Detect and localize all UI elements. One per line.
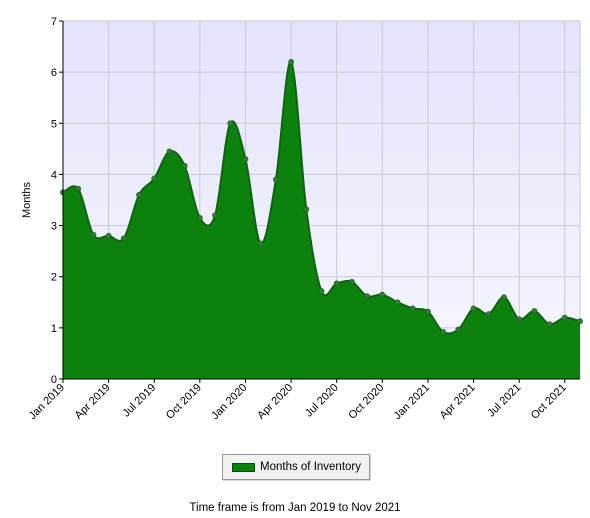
- x-tick-label: Jan 2020: [209, 382, 249, 422]
- legend-swatch: [232, 462, 255, 472]
- data-point[interactable]: [303, 206, 310, 213]
- x-tick-label: Jul 2020: [303, 382, 341, 420]
- data-point[interactable]: [227, 120, 234, 127]
- data-point[interactable]: [349, 278, 355, 285]
- y-tick-label: 5: [51, 118, 57, 130]
- data-point[interactable]: [425, 308, 431, 315]
- data-point[interactable]: [470, 305, 477, 312]
- data-point[interactable]: [394, 299, 401, 306]
- x-tick-label: Jan 2021: [392, 382, 432, 422]
- data-point[interactable]: [257, 240, 264, 247]
- data-point[interactable]: [242, 156, 249, 162]
- timeframe-caption: Time frame is from Jan 2019 to Nov 2021: [189, 502, 401, 514]
- data-point[interactable]: [105, 232, 112, 239]
- data-point[interactable]: [181, 162, 188, 169]
- x-tick-label: Jan 2019: [27, 382, 67, 422]
- data-point[interactable]: [546, 321, 553, 328]
- y-tick-label: 1: [51, 323, 57, 335]
- data-point[interactable]: [531, 308, 538, 314]
- data-point[interactable]: [561, 314, 568, 321]
- x-tick-label: Oct 2021: [529, 382, 569, 422]
- data-point[interactable]: [455, 326, 462, 333]
- y-tick-label: 7: [51, 16, 57, 28]
- data-point[interactable]: [196, 214, 203, 221]
- legend: Months of Inventory: [222, 454, 370, 480]
- data-point[interactable]: [90, 231, 97, 238]
- data-point[interactable]: [136, 191, 142, 198]
- x-axis-ticks: Jan 2019 Apr 2019 Jul 2019 Oct 2019 Jan 2020…: [27, 379, 569, 422]
- y-tick-label: 4: [51, 169, 57, 181]
- x-tick-label: Jul 2019: [120, 382, 158, 420]
- y-tick-label: 2: [51, 272, 57, 284]
- y-axis-label: Months: [21, 181, 33, 218]
- x-tick-label: Apr 2021: [438, 382, 478, 422]
- data-point[interactable]: [409, 305, 416, 312]
- y-tick-label: 0: [51, 374, 57, 386]
- data-point[interactable]: [516, 316, 523, 323]
- x-tick-label: Oct 2019: [164, 382, 204, 422]
- series-area: [63, 61, 580, 380]
- x-tick-label: Apr 2020: [255, 382, 295, 422]
- y-axis-ticks: 0 1 2 3 4 5 6 7: [51, 16, 63, 386]
- data-point[interactable]: [318, 288, 325, 294]
- data-point[interactable]: [212, 212, 218, 219]
- legend-label: Months of Inventory: [260, 461, 361, 473]
- data-point[interactable]: [166, 148, 173, 155]
- y-tick-label: 3: [51, 221, 57, 233]
- data-point[interactable]: [288, 59, 294, 65]
- x-tick-label: Jul 2021: [485, 382, 523, 420]
- data-point[interactable]: [151, 175, 158, 182]
- data-point[interactable]: [440, 329, 447, 335]
- y-tick-label: 6: [51, 67, 57, 79]
- data-point[interactable]: [485, 311, 492, 317]
- data-point[interactable]: [577, 318, 583, 325]
- data-point[interactable]: [379, 291, 386, 298]
- data-point[interactable]: [501, 294, 507, 301]
- data-point[interactable]: [272, 176, 279, 183]
- data-point[interactable]: [364, 293, 371, 300]
- data-point[interactable]: [333, 280, 340, 287]
- data-point[interactable]: [75, 185, 82, 192]
- data-point[interactable]: [120, 235, 127, 242]
- x-tick-label: Apr 2019: [73, 382, 113, 422]
- x-tick-label: Oct 2020: [346, 382, 386, 422]
